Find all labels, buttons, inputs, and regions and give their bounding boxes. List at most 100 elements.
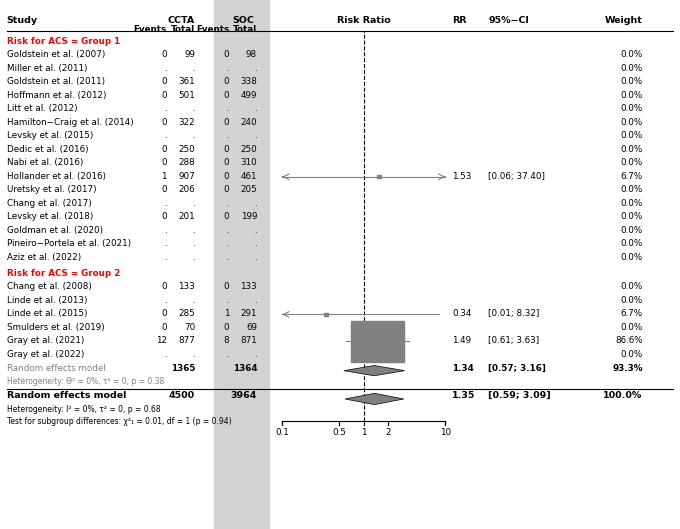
Text: Risk for ACS = Group 2: Risk for ACS = Group 2 [7, 269, 120, 278]
Text: 0.0%: 0.0% [620, 199, 643, 208]
Text: 206: 206 [179, 185, 195, 194]
Text: 93.3%: 93.3% [612, 364, 643, 373]
Text: 0.5: 0.5 [333, 427, 346, 436]
Text: .: . [192, 64, 195, 73]
Text: .: . [192, 253, 195, 262]
Text: 907: 907 [178, 172, 195, 181]
Text: Weight: Weight [605, 16, 643, 25]
Text: 1: 1 [161, 172, 167, 181]
Text: 250: 250 [240, 145, 257, 154]
Text: 86.6%: 86.6% [615, 336, 643, 345]
Text: .: . [192, 239, 195, 248]
Text: .: . [164, 226, 167, 235]
Text: .: . [164, 296, 167, 305]
Text: .: . [164, 64, 167, 73]
Text: 0: 0 [224, 145, 229, 154]
Text: Random effects model: Random effects model [7, 391, 126, 400]
Text: .: . [254, 350, 257, 359]
Text: 871: 871 [240, 336, 257, 345]
Text: 0.0%: 0.0% [620, 91, 643, 100]
Text: 501: 501 [178, 91, 195, 100]
Polygon shape [344, 366, 405, 376]
Text: 338: 338 [240, 77, 257, 86]
Text: 361: 361 [179, 77, 195, 86]
Text: 0.0%: 0.0% [620, 239, 643, 248]
Text: Goldman et al. (2020): Goldman et al. (2020) [7, 226, 103, 235]
Text: 0: 0 [161, 323, 167, 332]
Text: .: . [192, 226, 195, 235]
Text: .: . [226, 131, 229, 140]
Text: 240: 240 [241, 118, 257, 127]
Text: Heterogeneity: ϴ² = 0%, τ² = 0, p = 0.38: Heterogeneity: ϴ² = 0%, τ² = 0, p = 0.38 [7, 377, 164, 386]
Text: 1: 1 [224, 309, 229, 318]
Text: 0: 0 [161, 282, 167, 291]
Bar [324, 313, 328, 316]
Text: Linde et al. (2015): Linde et al. (2015) [7, 309, 87, 318]
Text: 461: 461 [241, 172, 257, 181]
Text: 0: 0 [161, 212, 167, 221]
Text: .: . [226, 199, 229, 208]
Text: .: . [254, 226, 257, 235]
Text: Linde et al. (2013): Linde et al. (2013) [7, 296, 87, 305]
Text: Risk for ACS = Group 1: Risk for ACS = Group 1 [7, 37, 120, 46]
Text: 0.34: 0.34 [452, 309, 471, 318]
Text: 0: 0 [224, 323, 229, 332]
Text: .: . [254, 296, 257, 305]
Text: Chang et al. (2017): Chang et al. (2017) [7, 199, 92, 208]
Text: 322: 322 [179, 118, 195, 127]
Text: .: . [192, 199, 195, 208]
Text: 0.0%: 0.0% [620, 323, 643, 332]
Text: 285: 285 [178, 309, 195, 318]
Text: .: . [226, 296, 229, 305]
Text: 0.0%: 0.0% [620, 64, 643, 73]
Text: 0: 0 [161, 185, 167, 194]
Text: Levsky et al. (2018): Levsky et al. (2018) [7, 212, 93, 221]
Text: .: . [254, 253, 257, 262]
Text: 1.35: 1.35 [452, 391, 475, 400]
Text: Nabi et al. (2016): Nabi et al. (2016) [7, 158, 83, 167]
Text: 1: 1 [361, 427, 367, 436]
Text: 0.0%: 0.0% [620, 145, 643, 154]
Text: 0.0%: 0.0% [620, 104, 643, 113]
Bar [377, 175, 381, 178]
Text: .: . [226, 226, 229, 235]
Text: 0.0%: 0.0% [620, 118, 643, 127]
Text: 0: 0 [224, 212, 229, 221]
Text: .: . [164, 239, 167, 248]
Text: 310: 310 [240, 158, 257, 167]
Text: .: . [164, 199, 167, 208]
Text: Study: Study [7, 16, 38, 25]
Text: 0.0%: 0.0% [620, 50, 643, 59]
Text: .: . [226, 253, 229, 262]
Text: 2: 2 [386, 427, 391, 436]
Text: Pineiro−Portela et al. (2021): Pineiro−Portela et al. (2021) [7, 239, 131, 248]
Text: Levsky et al. (2015): Levsky et al. (2015) [7, 131, 93, 140]
Text: 0.0%: 0.0% [620, 282, 643, 291]
Text: 1364: 1364 [233, 364, 257, 373]
Text: Smulders et al. (2019): Smulders et al. (2019) [7, 323, 105, 332]
Text: 0: 0 [224, 50, 229, 59]
Text: 0: 0 [161, 91, 167, 100]
Text: 1.53: 1.53 [452, 172, 471, 181]
Text: RR: RR [452, 16, 466, 25]
Text: Gray et al. (2021): Gray et al. (2021) [7, 336, 84, 345]
Text: 99: 99 [184, 50, 195, 59]
Text: .: . [254, 104, 257, 113]
Text: Miller et al. (2011): Miller et al. (2011) [7, 64, 87, 73]
Text: 69: 69 [246, 323, 257, 332]
Text: 98: 98 [246, 50, 257, 59]
Text: 0.0%: 0.0% [620, 226, 643, 235]
Text: Events: Events [133, 25, 167, 34]
Text: Goldstein et al. (2007): Goldstein et al. (2007) [7, 50, 105, 59]
Text: 0: 0 [161, 158, 167, 167]
Text: 0.0%: 0.0% [620, 212, 643, 221]
Text: Aziz et al. (2022): Aziz et al. (2022) [7, 253, 81, 262]
Text: 250: 250 [178, 145, 195, 154]
Text: Hoffmann et al. (2012): Hoffmann et al. (2012) [7, 91, 106, 100]
Text: .: . [192, 104, 195, 113]
Text: .: . [226, 104, 229, 113]
Text: 877: 877 [178, 336, 195, 345]
Text: 205: 205 [240, 185, 257, 194]
Text: 0.0%: 0.0% [620, 350, 643, 359]
Text: .: . [226, 64, 229, 73]
